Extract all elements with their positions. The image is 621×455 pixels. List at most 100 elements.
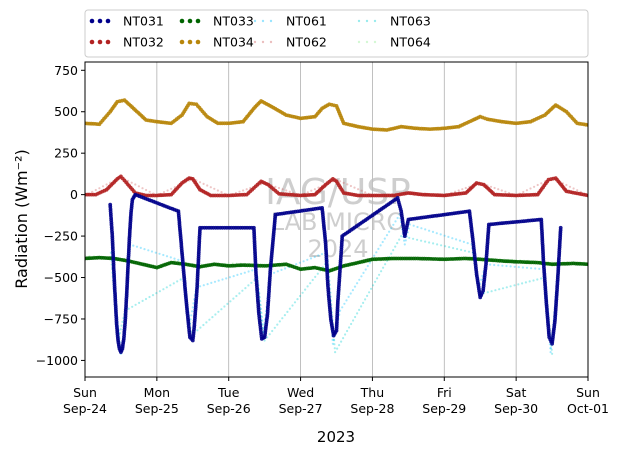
legend-marker [261,19,265,23]
y-axis-label: Radiation (Wm⁻²) [12,149,31,288]
data-point [273,326,276,329]
data-point [213,280,217,283]
data-point [349,184,352,188]
data-point [416,225,419,229]
data-point [232,275,235,278]
data-point [173,186,176,189]
data-point [381,240,384,244]
data-point [333,339,336,342]
x-tick-label-day: Sat [506,385,527,400]
data-point [364,191,367,194]
data-point [404,239,407,242]
data-point [271,329,274,333]
data-point [513,284,516,287]
data-point [493,186,496,190]
data-point [98,187,101,190]
data-point [400,235,403,238]
data-point [431,230,435,233]
legend-item-nt032: NT032 [89,35,164,50]
data-point [342,337,345,340]
legend-marker [253,19,257,23]
data-point [158,252,161,255]
data-point [447,235,450,238]
legend-label: NT062 [286,35,327,50]
data-point [351,289,354,292]
data-point [489,185,493,188]
legend-marker [195,18,201,24]
data-point [296,298,299,301]
data-point [509,265,512,268]
data-point [341,306,344,309]
data-point [572,187,575,190]
y-tick-label: −750 [44,311,78,326]
data-point [530,267,533,270]
data-point [295,263,298,266]
data-point [360,189,363,192]
data-point [392,249,395,252]
data-point [420,239,423,242]
data-point [235,294,238,298]
data-point [284,267,287,270]
data-point [217,279,220,282]
data-point [439,233,442,236]
data-point [528,280,531,283]
data-point [379,244,382,247]
data-point [263,339,266,342]
legend-marker [195,39,201,45]
data-point [314,275,317,278]
data-point [366,264,369,268]
data-point [463,249,467,252]
data-point [558,225,563,230]
data-point [147,249,150,252]
data-point [281,317,284,320]
data-point [148,295,151,299]
data-point [343,302,346,305]
data-point [420,227,423,230]
data-point [242,189,245,192]
data-point [396,216,399,220]
legend-marker [365,40,369,44]
y-axis: 750 500 250 0 −250 −500 −750 −1000 [36,63,85,368]
data-point [331,342,334,345]
legend-marker [105,39,111,45]
data-point [179,278,182,281]
data-point [240,272,243,275]
data-point [497,264,500,267]
data-point [451,237,454,240]
series-layer [85,98,588,355]
data-point [283,314,286,317]
data-point [247,284,250,287]
data-point [576,189,579,192]
data-point [244,287,247,290]
legend-marker [187,39,193,45]
data-point [288,307,291,310]
data-point [118,332,121,335]
data-point [334,351,337,354]
data-point [490,290,493,293]
data-point [227,262,230,265]
legend-marker [97,39,103,45]
data-point [173,257,176,260]
legend-marker [179,18,185,24]
data-point [205,321,208,324]
data-point [501,264,504,267]
data-point [466,242,469,245]
data-point [532,279,535,282]
data-point [317,186,320,189]
data-point [238,190,241,193]
watermark-line-3: 2024 [307,235,368,263]
data-point [229,300,232,303]
x-tick-label-date: Sep-28 [350,401,394,416]
x-tick-label-date: Sep-25 [135,401,179,416]
legend-label: NT063 [390,14,431,29]
legend-marker [179,39,185,45]
data-point [403,239,406,242]
data-point [494,289,497,292]
data-point [199,326,202,329]
data-point [213,187,216,190]
data-point [521,282,524,285]
data-point [501,287,505,290]
legend-item-nt063: NT063 [357,14,431,29]
data-point [435,232,438,235]
